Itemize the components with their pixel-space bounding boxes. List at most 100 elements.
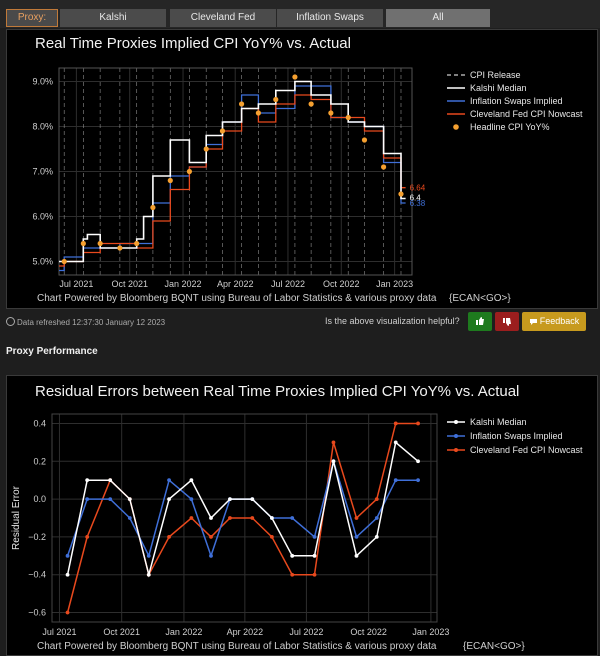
legend-swatch-dot — [454, 420, 458, 424]
series-point-swaps — [209, 553, 213, 558]
cpi-point — [255, 110, 261, 116]
x-tick-label: Oct 2021 — [111, 279, 148, 289]
cpi-point — [80, 240, 86, 247]
data-refreshed-text: Data refreshed 12:37:30 January 12 2023 — [17, 318, 166, 327]
series-point-kalshi — [354, 553, 359, 558]
series-point-cleveland — [228, 516, 232, 520]
series-line-swaps — [66, 458, 419, 559]
series-point-swaps — [65, 553, 70, 558]
legend-label: Headline CPI YoY% — [470, 122, 550, 132]
series-point-cleveland — [290, 572, 295, 577]
legend-label: Kalshi Median — [470, 83, 527, 93]
cpi-point — [273, 96, 279, 103]
cpi-point — [186, 168, 193, 175]
series-point-kalshi — [228, 497, 232, 501]
y-tick-label: 8.0% — [32, 122, 53, 132]
data-refreshed: Data refreshed 12:37:30 January 12 2023 — [6, 317, 166, 327]
series-point-swaps — [374, 516, 379, 520]
cpi-point — [308, 101, 314, 107]
cpi-chart-title: Real Time Proxies Implied CPI YoY% vs. A… — [35, 35, 351, 52]
thumbs-up-button[interactable] — [468, 312, 492, 331]
tab-inflation-swaps[interactable]: Inflation Swaps — [277, 9, 383, 27]
cpi-point — [361, 137, 368, 143]
legend-label: Inflation Swaps Implied — [470, 431, 563, 441]
series-line-cleveland — [59, 94, 406, 267]
y-tick-label: 5.0% — [32, 257, 53, 267]
residual-chart-title: Residual Errors between Real Time Proxie… — [35, 383, 520, 400]
series-point-kalshi — [374, 535, 379, 539]
series-line-swaps — [59, 85, 406, 272]
series-point-cleveland — [331, 440, 336, 445]
thumbs-down-button[interactable] — [495, 312, 519, 331]
x-tick-label: Jan 2022 — [165, 279, 202, 289]
series-point-kalshi — [393, 440, 398, 445]
series-point-kalshi — [312, 553, 317, 558]
cpi-point — [203, 146, 209, 152]
legend-swatch — [453, 124, 459, 130]
series-point-cleveland — [416, 421, 420, 426]
series-point-swaps — [108, 497, 113, 501]
feedback-button[interactable]: Feedback — [522, 312, 586, 331]
y-tick-label: −0.2 — [28, 532, 46, 542]
cpi-point — [167, 177, 173, 184]
end-value-label: 6.4 — [410, 194, 422, 203]
x-tick-label: Oct 2022 — [350, 627, 387, 637]
series-point-cleveland — [374, 497, 379, 501]
series-line-cleveland — [66, 422, 419, 613]
cpi-point — [150, 204, 156, 211]
y-tick-label: 6.0% — [32, 212, 53, 222]
series-point-swaps — [167, 478, 171, 483]
y-tick-label: −0.4 — [28, 570, 46, 580]
series-point-swaps — [146, 553, 151, 558]
series-point-kalshi — [85, 478, 90, 483]
y-tick-label: 0.0 — [33, 494, 46, 504]
series-point-kalshi — [65, 572, 70, 577]
plot-frame — [58, 67, 413, 276]
cpi-point — [328, 110, 334, 116]
series-point-swaps — [290, 516, 295, 520]
helpful-question: Is the above visualization helpful? — [325, 316, 460, 326]
series-point-kalshi — [167, 497, 171, 501]
series-point-swaps — [416, 478, 420, 483]
legend-label: Cleveland Fed CPI Nowcast — [470, 109, 583, 119]
series-point-kalshi — [270, 516, 274, 520]
y-tick-label: 0.4 — [33, 418, 46, 428]
plot-frame — [51, 413, 438, 623]
x-tick-label: Oct 2022 — [323, 279, 360, 289]
series-point-kalshi — [146, 572, 151, 577]
residual-chart-panel: Residual Errors between Real Time Proxie… — [6, 375, 598, 656]
legend-label: Cleveland Fed CPI Nowcast — [470, 445, 583, 455]
y-tick-label: 0.2 — [33, 456, 46, 466]
series-point-kalshi — [108, 478, 113, 483]
feedback-label: Feedback — [539, 316, 580, 326]
cpi-chart: 5.0% 6.0% 7.0% 8.0% 9.0% Jul 2021 Oct 2021 Jan … — [32, 67, 583, 289]
series-point-swaps — [127, 516, 132, 520]
series-point-kalshi — [331, 459, 336, 464]
legend-label: CPI Release — [470, 70, 521, 80]
cpi-point — [61, 258, 67, 265]
legend-label: Kalshi Median — [470, 417, 527, 427]
series-point-kalshi — [127, 497, 132, 501]
series-point-cleveland — [312, 572, 317, 577]
residual-chart-ecan: {ECAN<GO>} — [463, 641, 525, 652]
series-point-swaps — [393, 478, 398, 483]
series-point-swaps — [354, 535, 359, 539]
legend-swatch-dot — [454, 434, 458, 438]
x-tick-label: Apr 2022 — [217, 279, 254, 289]
tab-kalshi[interactable]: Kalshi — [60, 9, 166, 27]
thumbs-down-icon — [503, 318, 511, 326]
series-point-swaps — [189, 497, 194, 501]
series-point-cleveland — [393, 421, 398, 426]
x-tick-label: Jul 2022 — [271, 279, 305, 289]
x-tick-label: Oct 2021 — [103, 627, 140, 637]
series-point-kalshi — [209, 516, 213, 520]
cpi-point — [380, 164, 387, 170]
section-title: Proxy Performance — [6, 346, 98, 357]
tab-cleveland-fed[interactable]: Cleveland Fed — [170, 9, 276, 27]
cpi-point — [398, 191, 404, 197]
y-axis-label: Residual Error — [11, 485, 22, 550]
series-point-swaps — [85, 497, 90, 501]
tab-all[interactable]: All — [386, 9, 490, 27]
x-tick-label: Jan 2023 — [376, 279, 413, 289]
series-point-swaps — [312, 535, 317, 539]
